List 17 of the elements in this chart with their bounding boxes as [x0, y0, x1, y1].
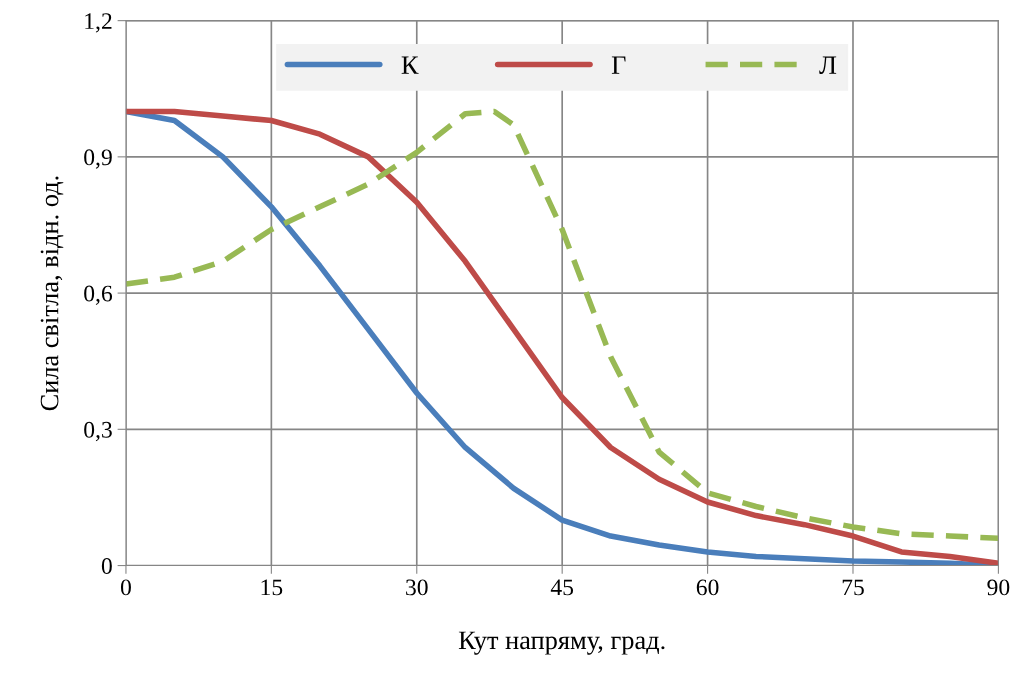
legend-label: Л: [819, 56, 837, 75]
y-tick-label: 1,2: [85, 13, 112, 33]
x-tick-label: 75: [842, 579, 864, 596]
y-tick-label: 0,3: [84, 421, 112, 442]
legend-label: К: [401, 56, 419, 74]
x-tick-label: 45: [550, 579, 574, 596]
y-tick-label: 0: [101, 558, 112, 574]
y-axis-title: Сила світла, відн. од.: [40, 176, 64, 411]
y-tick-label: 0,9: [84, 149, 112, 169]
x-axis-title: Кут напряму, град.: [458, 631, 665, 655]
x-tick-label: 0: [120, 579, 131, 596]
x-tick-label: 90: [987, 579, 1010, 596]
x-tick-label: 30: [406, 579, 428, 596]
y-tick-label: 0,6: [84, 285, 113, 305]
x-tick-label: 60: [696, 579, 719, 596]
legend-label: Г: [611, 56, 626, 74]
x-tick-label: 15: [261, 579, 283, 596]
